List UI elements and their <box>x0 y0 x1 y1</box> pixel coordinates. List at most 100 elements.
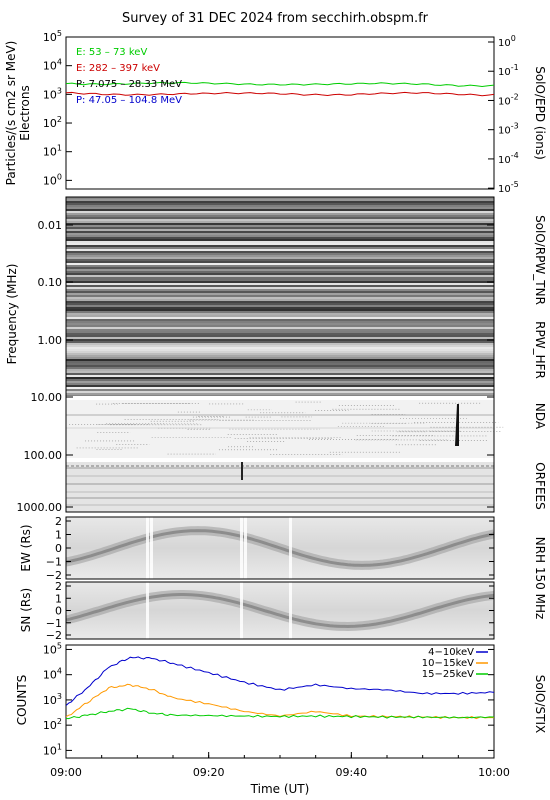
epd-right-tick-label: 10-5 <box>498 180 519 195</box>
stix-tick-label-exp: 4 <box>57 667 62 676</box>
time-tick-label: 09:20 <box>193 766 225 779</box>
nda-burst <box>455 404 459 446</box>
nrh-burst <box>289 517 292 579</box>
stix-tick-label: 102 <box>43 717 62 732</box>
stix-tick-label: 104 <box>43 667 62 682</box>
rpw-band <box>66 327 494 329</box>
radio-tick-label: 100.00 <box>24 449 63 462</box>
rpw-band <box>66 375 494 377</box>
epd-lines <box>66 81 494 97</box>
stix-tick-label: 103 <box>43 692 62 707</box>
stix-tick-label-base: 10 <box>43 719 57 732</box>
nrh-tick-label: −1 <box>46 617 62 630</box>
epd-right-tick-label: 10-4 <box>498 151 519 166</box>
rpw-band <box>66 291 494 293</box>
rpw-band <box>66 321 494 323</box>
epd-legend-p7: P: 7.075 – 28.33 MeV <box>76 79 182 90</box>
nrh-tick-label: 2 <box>55 515 62 528</box>
stix-tick-label-base: 10 <box>43 694 57 707</box>
nrh-burst <box>244 517 247 579</box>
nrh-tick-label: 1 <box>55 529 62 542</box>
stix-tick-label-base: 10 <box>43 744 57 757</box>
nrh-source-core <box>66 529 494 567</box>
rpw-band <box>66 391 494 393</box>
epd-ylabel-electrons: Electrons <box>18 85 32 140</box>
rpw-band <box>66 381 494 383</box>
rpw-band <box>66 373 494 375</box>
rpw-band <box>66 243 494 245</box>
rpw-band <box>66 247 494 249</box>
rpw-band <box>66 331 494 333</box>
rpw-band <box>66 365 494 367</box>
epd-left-tick-label-exp: 0 <box>57 172 62 181</box>
epd-legend-e282: E: 282 – 397 keV <box>76 63 160 74</box>
nrh-ew-panel: 210−1−2 EW (Rs) <box>19 515 495 582</box>
nrh-burst <box>289 582 292 639</box>
rpw-band <box>66 353 494 355</box>
rpw-band <box>66 235 494 237</box>
sn-trace <box>66 582 494 639</box>
rpw-band <box>66 245 494 247</box>
stix-series-4−10keV <box>66 656 494 706</box>
rpw-band <box>66 251 494 253</box>
nrh-burst <box>240 582 243 639</box>
rpw-band <box>66 337 494 339</box>
epd-legend-p47: P: 47.05 – 104.8 MeV <box>76 95 182 106</box>
time-tick-label: 09:40 <box>335 766 367 779</box>
rpw-band <box>66 309 494 311</box>
nrh-burst <box>240 517 243 579</box>
rpw-band <box>66 335 494 337</box>
rpw-band <box>66 209 494 211</box>
rpw-band <box>66 307 494 309</box>
nrh-tick-label: −1 <box>46 556 62 569</box>
radio-ticks: 0.01 0.10 1.00 10.00 100.00 1000.00 <box>17 219 494 514</box>
rpw-band <box>66 227 494 229</box>
rpw-band <box>66 315 494 317</box>
rpw-band <box>66 329 494 331</box>
epd-frame <box>65 36 495 190</box>
nrh-tick-label: −2 <box>46 629 62 642</box>
time-axis: 09:00 09:20 09:40 10:00 <box>50 752 510 779</box>
nrh-source-core <box>66 593 494 629</box>
nrh-burst <box>150 517 153 579</box>
epd-left-tick-label: 100 <box>43 172 62 187</box>
nrh-tick-label: 1 <box>55 592 62 605</box>
rpw-band <box>66 369 494 371</box>
rpw-band <box>66 277 494 279</box>
epd-right-tick-label-exp: -2 <box>511 92 519 101</box>
epd-left-tick-label-exp: 3 <box>57 86 62 95</box>
rpw-band <box>66 371 494 373</box>
epd-series-E: 53 – 73 keV <box>66 81 494 88</box>
epd-left-tick-label-base: 10 <box>43 117 57 130</box>
nrh-tick-label: 2 <box>55 580 62 593</box>
stix-legend-10-15: 10−15keV <box>422 658 474 669</box>
nda-spectrogram <box>66 400 494 458</box>
epd-left-tick-label-exp: 4 <box>57 58 62 67</box>
stix-tick-label: 101 <box>43 742 62 757</box>
radio-tick-label: 0.10 <box>38 276 63 289</box>
rpw-band <box>66 261 494 263</box>
nrh-burst <box>146 517 149 579</box>
epd-left-tick-label: 105 <box>43 29 62 44</box>
stix-tick-label-exp: 2 <box>57 717 62 726</box>
rpw-band <box>66 207 494 209</box>
epd-left-tick-label: 101 <box>43 144 62 159</box>
stix-tick-label-exp: 5 <box>57 641 62 650</box>
nrh-label: NRH 150 MHz <box>533 537 547 620</box>
epd-right-tick-label-exp: 0 <box>511 34 516 43</box>
epd-right-tick-label-exp: -3 <box>511 122 519 131</box>
epd-left-tick-label-base: 10 <box>43 146 57 159</box>
hfr-label: RPW_HFR <box>533 321 547 379</box>
epd-left-tick-label-base: 10 <box>43 31 57 44</box>
orfees-label: ORFEES <box>533 462 547 509</box>
stix-tick-label-exp: 1 <box>57 742 62 751</box>
radio-tick-label: 0.01 <box>38 219 63 232</box>
rpw-band <box>66 257 494 259</box>
epd-right-tick-label-base: 10 <box>498 155 511 166</box>
rpw-band <box>66 231 494 233</box>
rpw-band <box>66 221 494 223</box>
rpw-band <box>66 197 494 199</box>
rpw-band <box>66 303 494 305</box>
epd-right-tick-label: 10-1 <box>498 63 519 78</box>
